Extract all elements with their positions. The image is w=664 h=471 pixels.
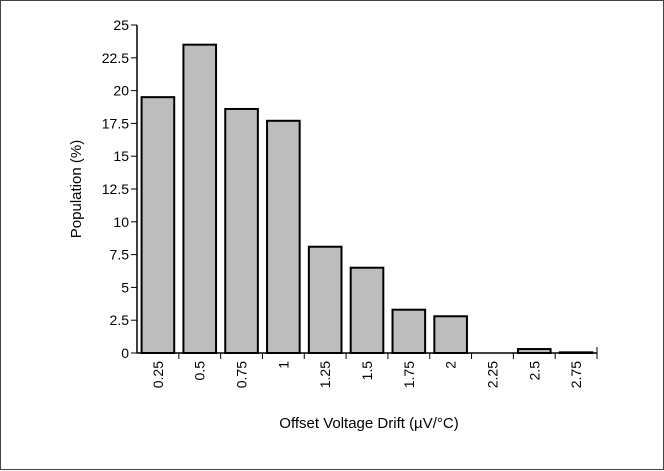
bar-2 — [433, 315, 468, 355]
bar-1.25 — [307, 245, 343, 354]
bar-1.5 — [349, 266, 385, 354]
bar-0.75 — [224, 107, 259, 354]
x-tick-label: 0.5 — [192, 361, 208, 381]
y-tick-label: 25 — [113, 17, 129, 33]
x-tick-label: 1 — [275, 361, 291, 369]
bars — [140, 43, 594, 355]
y-tick-label: 7.5 — [110, 247, 130, 263]
y-tick-label: 5 — [121, 279, 129, 295]
x-tick-label: 1.75 — [401, 361, 417, 388]
y-tick-label: 22.5 — [102, 50, 129, 66]
y-ticks: 0 2.5 5 7.5 10 12.5 15 17.5 20 22.5 25 — [102, 17, 137, 361]
bar-0.25 — [140, 96, 176, 354]
bar-1 — [266, 119, 301, 354]
y-tick-label: 20 — [113, 83, 129, 99]
x-tick-label: 2.5 — [526, 361, 542, 381]
y-tick-label: 17.5 — [102, 115, 129, 131]
x-tick-label: 2.75 — [568, 361, 584, 388]
y-tick-label: 2.5 — [110, 312, 130, 328]
y-tick-label: 0 — [121, 345, 129, 361]
y-tick-label: 15 — [113, 148, 129, 164]
y-tick-label: 12.5 — [102, 181, 129, 197]
bar-1.75 — [391, 308, 427, 355]
x-tick-label: 0.25 — [150, 361, 166, 388]
x-tick-label: 2.25 — [484, 361, 500, 388]
x-ticks: 0.25 0.5 0.75 1 1.25 1.5 1.75 2 2.25 2.5 2.75 — [150, 353, 598, 388]
x-tick-label: 1.5 — [359, 361, 375, 381]
bar-0.5 — [182, 43, 218, 355]
y-axis-title: Population (%) — [68, 140, 85, 238]
x-axis-title: Offset Voltage Drift (µV/°C) — [279, 415, 458, 432]
x-tick-label: 1.25 — [317, 361, 333, 388]
x-tick-label: 2 — [443, 361, 459, 369]
y-tick-label: 10 — [113, 214, 129, 230]
x-tick-label: 0.75 — [234, 361, 250, 388]
